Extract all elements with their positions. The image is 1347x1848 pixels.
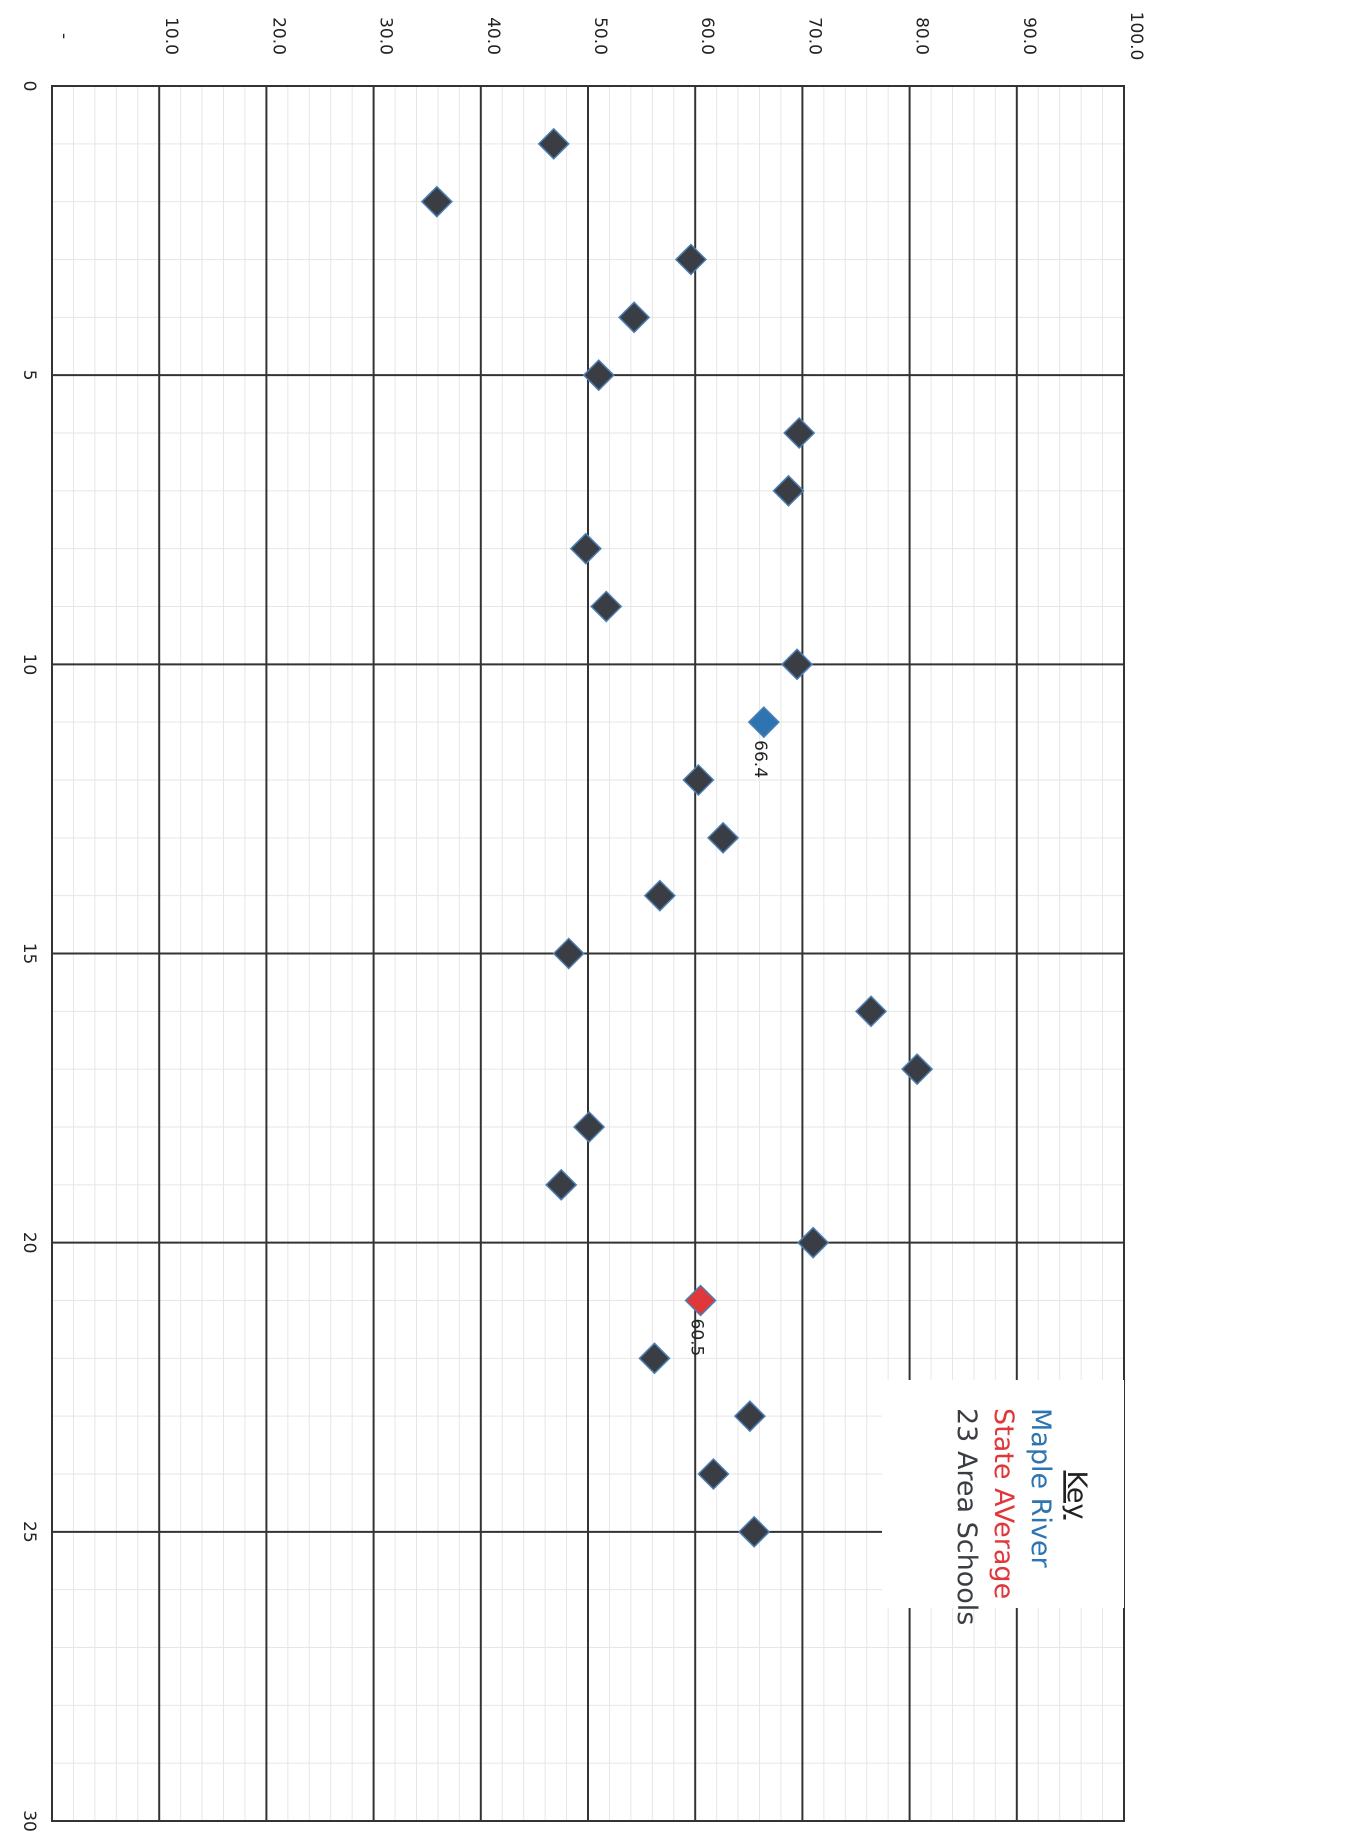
- x-tick-label: 10: [19, 654, 39, 676]
- x-tick-label: 0: [19, 81, 39, 92]
- data-point: [783, 416, 816, 450]
- data-point: [569, 532, 602, 565]
- data-labels: 66.4 60.5: [687, 740, 770, 1356]
- data-point: [901, 1053, 934, 1086]
- data-point: [854, 995, 888, 1028]
- y-tick-label: 40.0: [483, 17, 503, 55]
- y-tick-label: 20.0: [268, 17, 288, 55]
- data-point: [682, 763, 715, 797]
- x-tick-label: 20: [19, 1232, 39, 1254]
- data-point: [573, 1110, 606, 1144]
- data-point: [537, 127, 570, 160]
- data-point: [772, 474, 805, 507]
- data-point: [618, 301, 651, 334]
- data-point: [638, 1342, 671, 1375]
- data-points: [420, 127, 934, 1548]
- data-point: [707, 821, 740, 854]
- data-point: [697, 1457, 730, 1491]
- y-tick-label: 30.0: [376, 17, 396, 55]
- legend-entry: State AVerage: [988, 1408, 1019, 1599]
- data-label: 66.4: [750, 740, 770, 778]
- data-point: [582, 359, 615, 392]
- data-point: [780, 648, 814, 681]
- x-tick-label: 25: [19, 1521, 39, 1543]
- data-point: [797, 1226, 830, 1259]
- data-label: 60.5: [687, 1319, 707, 1357]
- data-point: [738, 1515, 771, 1548]
- data-point: [643, 879, 676, 912]
- x-tick-label: 5: [19, 370, 39, 381]
- y-tick-label: 60.0: [697, 17, 717, 55]
- data-point: [590, 590, 623, 623]
- legend-entry: Maple River: [1025, 1408, 1056, 1569]
- y-tick-label: 100.0: [1126, 12, 1146, 61]
- data-point: [684, 1284, 717, 1317]
- y-tick-label: 90.0: [1019, 17, 1039, 55]
- plot-border: [51, 85, 1125, 1822]
- y-tick-label: -: [54, 33, 74, 39]
- data-point: [545, 1168, 578, 1201]
- x-tick-label: 15: [19, 943, 39, 965]
- y-tick-label: 10.0: [161, 17, 181, 55]
- data-point: [674, 243, 707, 276]
- data-point: [420, 185, 453, 218]
- data-point: [747, 706, 780, 739]
- x-tick-label: 30: [19, 1810, 39, 1832]
- y-tick-label: 80.0: [912, 17, 932, 55]
- y-tick-labels: - 10.0 20.0 30.0 40.0 50.0 60.0 70.0 80.0 90.0 100…: [54, 12, 1146, 61]
- legend-entry: 23 Area Schools: [951, 1408, 982, 1625]
- data-point: [552, 937, 585, 970]
- y-tick-label: 70.0: [804, 17, 824, 55]
- data-point: [733, 1400, 766, 1433]
- legend-title: Key: [1061, 1471, 1092, 1520]
- x-tick-labels: 0 5 10 15 20 25 30: [19, 81, 39, 1832]
- legend-box: [882, 1380, 1124, 1608]
- y-tick-label: 50.0: [590, 17, 610, 55]
